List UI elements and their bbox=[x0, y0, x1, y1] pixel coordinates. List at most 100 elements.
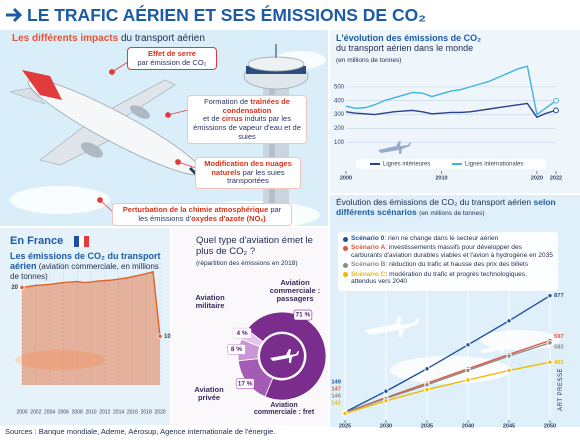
chart-subtitle: (aviation commerciale, en millions de to… bbox=[10, 262, 159, 281]
data-point bbox=[465, 367, 471, 374]
callout: Effet de serre par émission de CO₂ bbox=[128, 48, 216, 70]
impacts-title: Les différents impacts bbox=[12, 33, 119, 44]
data-point bbox=[383, 398, 389, 404]
callout-bold: oxydes d'azote (NOₓ) bbox=[191, 213, 266, 223]
x-tick-label: 2012 bbox=[99, 409, 110, 415]
legend-description: : investissements massifs pour développe… bbox=[351, 244, 553, 260]
series-line bbox=[344, 342, 551, 414]
x-tick-label: 2045 bbox=[503, 423, 515, 429]
sources: Sources : Banque mondiale, Ademe, Aérosu… bbox=[5, 427, 276, 436]
callout: Modification des nuages naturels par les… bbox=[196, 158, 300, 188]
x-tick-label: 2010 bbox=[85, 409, 96, 415]
slice-label: Aviation commerciale : fret bbox=[253, 402, 315, 417]
series-line bbox=[344, 361, 551, 415]
world-heading: L'évolution des émissions de CO₂ du trans… bbox=[336, 33, 571, 64]
impacts-subtitle: du transport aérien bbox=[120, 33, 205, 44]
callout-bold: Modification des nuages naturels bbox=[204, 159, 292, 177]
callout-text: par émission de CO₂ bbox=[137, 57, 207, 67]
chart-subtitle: du transport aérien dans le monde bbox=[336, 43, 474, 54]
x-tick-label: 2035 bbox=[421, 423, 433, 429]
chart-subtitle: (répartition des émissions en 2018) bbox=[196, 259, 298, 267]
data-point bbox=[506, 353, 512, 359]
series-line bbox=[345, 65, 557, 116]
x-tick-label: 2000 bbox=[16, 409, 27, 415]
legend-label: Scénario B bbox=[351, 261, 386, 269]
callout: Perturbation de la chimie atmosphérique … bbox=[113, 204, 291, 226]
slice-label: Aviation commerciale : passagers bbox=[269, 278, 321, 303]
x-tick-label: 2050 bbox=[544, 423, 556, 429]
value-label-box bbox=[293, 309, 313, 321]
data-label: 10 bbox=[164, 334, 171, 340]
chart-unit: (en millions de tonnes) bbox=[336, 56, 402, 64]
title-arrow bbox=[6, 7, 23, 23]
x-tick-label: 2000 bbox=[340, 175, 352, 181]
scenario-heading: Évolution des émissions de CO₂ du transp… bbox=[336, 197, 574, 218]
x-tick-label: 2008 bbox=[72, 409, 83, 415]
callout-bold: Perturbation de la chimie atmosphérique bbox=[122, 205, 269, 214]
x-tick-label: 2010 bbox=[435, 175, 447, 181]
data-label: 147 bbox=[331, 387, 341, 393]
data-label: 146 bbox=[331, 394, 341, 400]
legend-entry: Scénario 0: rien ne change dans le secte… bbox=[343, 235, 553, 243]
france-header: En France bbox=[10, 235, 64, 247]
x-tick-label: 2004 bbox=[44, 409, 55, 415]
area-line bbox=[21, 270, 161, 337]
callout: Formation de traînées de condensation et … bbox=[188, 96, 306, 144]
data-label: 582 bbox=[554, 344, 564, 350]
data-point bbox=[465, 377, 471, 383]
y-tick-label: 400 bbox=[334, 98, 345, 104]
impacts-heading: Les différents impacts du transport aéri… bbox=[12, 33, 205, 45]
chart-subtitle: selon différents scénarios bbox=[336, 197, 556, 217]
value-label-box bbox=[227, 344, 246, 355]
legend-label: Scénario A bbox=[351, 244, 386, 252]
data-label: 877 bbox=[554, 293, 564, 299]
x-tick-label: 2030 bbox=[380, 423, 392, 429]
x-tick-label: 2006 bbox=[58, 409, 69, 415]
callout-text: par les émissions d' bbox=[138, 205, 282, 223]
data-label: 149 bbox=[331, 380, 341, 386]
data-point bbox=[506, 367, 512, 374]
x-tick-label: 2002 bbox=[30, 409, 41, 415]
data-label: 20 bbox=[11, 285, 18, 291]
callout-text: et de bbox=[203, 114, 222, 124]
callout-bold: cirrus bbox=[221, 114, 243, 124]
slice-label: Aviation privée bbox=[194, 385, 224, 402]
callout-text: induits par les émissions de vapeur d'ea… bbox=[193, 114, 301, 141]
data-point bbox=[383, 388, 389, 394]
callout-text: par les suies transportées bbox=[227, 167, 285, 186]
data-point bbox=[342, 410, 348, 417]
x-tick-label: 2020 bbox=[154, 409, 165, 415]
callout-pointers bbox=[97, 61, 197, 213]
data-point bbox=[424, 386, 430, 393]
series-line bbox=[344, 295, 551, 413]
plane-icon bbox=[270, 349, 299, 363]
airliner bbox=[9, 70, 203, 178]
value-label: 71 % bbox=[295, 312, 310, 319]
legend: Scénario 0: rien ne change dans le secte… bbox=[338, 232, 558, 291]
series-line bbox=[345, 102, 557, 118]
data-point bbox=[506, 318, 512, 324]
credit: ART PRESSE bbox=[557, 368, 564, 411]
legend-entry: Scénario A: investissements massifs pour… bbox=[343, 244, 553, 260]
legend-swatch bbox=[343, 236, 348, 242]
x-tick-label: 2018 bbox=[141, 409, 152, 415]
area bbox=[22, 271, 160, 385]
y-tick-label: 200 bbox=[334, 126, 345, 132]
slice-label: Aviation militaire bbox=[195, 293, 225, 310]
legend-swatch bbox=[343, 272, 348, 278]
x-tick-label: 2020 bbox=[531, 175, 543, 181]
legend-swatch bbox=[343, 262, 348, 268]
data-label: 141 bbox=[331, 401, 341, 407]
value-label-box bbox=[235, 378, 255, 389]
legend-label: Lignes intérieures bbox=[383, 162, 430, 168]
data-point bbox=[465, 342, 471, 348]
data-point bbox=[157, 333, 163, 339]
chart-unit: (en millions de tonnes) bbox=[419, 209, 485, 217]
data-label: 461 bbox=[554, 360, 564, 366]
x-tick-label: 2022 bbox=[550, 175, 562, 181]
x-tick-label: 2016 bbox=[127, 409, 138, 415]
x-tick-label: 2040 bbox=[462, 423, 474, 429]
callout-bold: traînées de condensation bbox=[222, 97, 290, 115]
y-tick-label: 300 bbox=[334, 112, 345, 118]
